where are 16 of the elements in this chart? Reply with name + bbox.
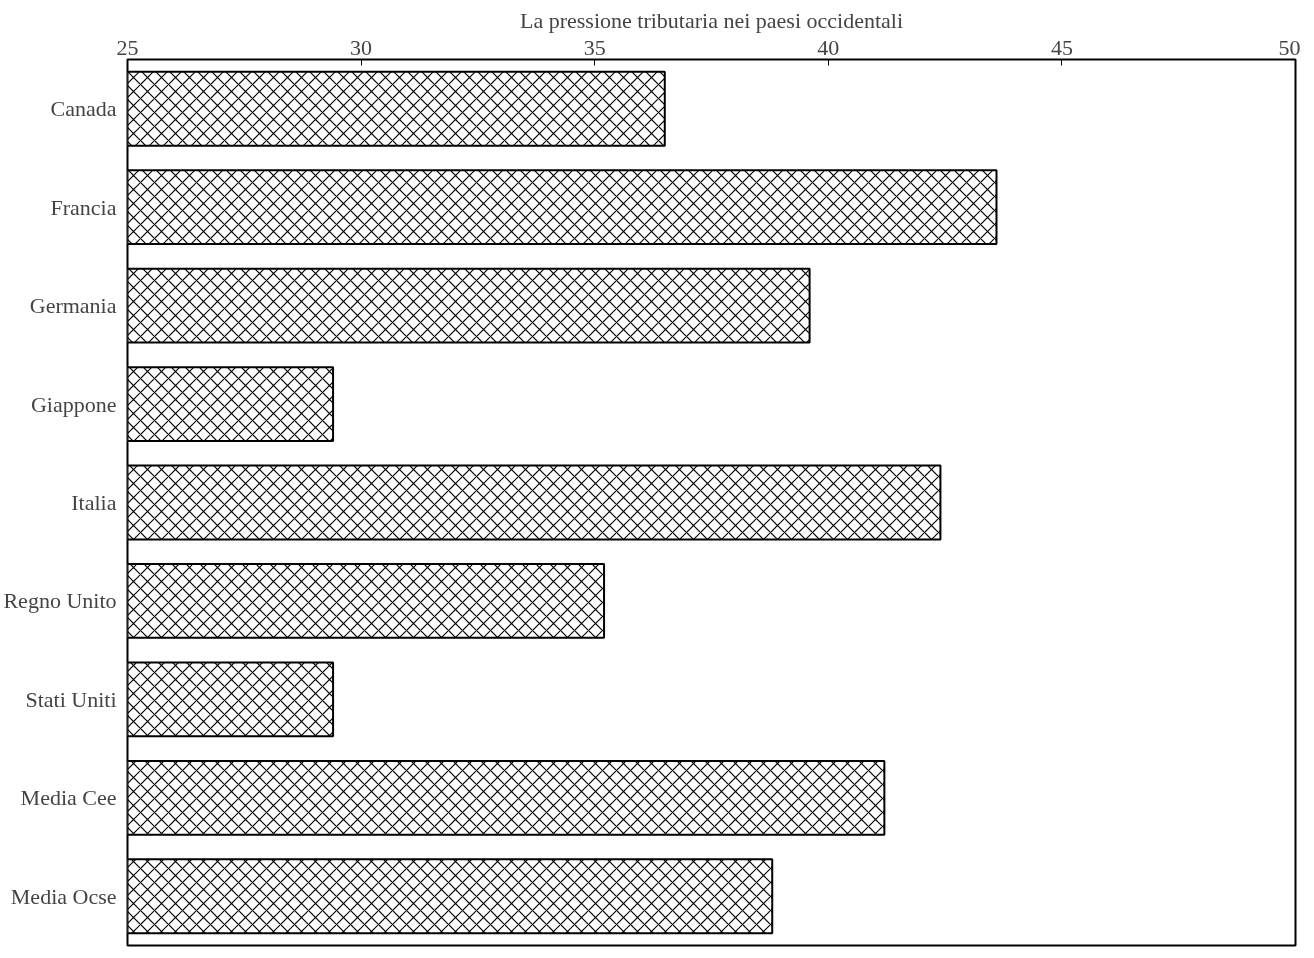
y-tick-label: Stati Uniti <box>25 686 117 712</box>
y-tick-label: Germania <box>29 293 117 319</box>
y-tick-label: Italia <box>71 490 117 515</box>
x-tick-label: 50 <box>1278 34 1301 60</box>
chart-title: La pressione tributaria nei paesi occidentali <box>519 7 904 33</box>
y-tick-label: Giappone <box>30 391 117 417</box>
x-tick-label: 40 <box>817 34 840 60</box>
y-tick-label: Media Ocse <box>10 883 117 909</box>
x-tick-label: 45 <box>1050 34 1073 60</box>
x-tick-label: 25 <box>116 34 139 60</box>
y-tick-label: Canada <box>50 96 117 122</box>
y-tick-label: Regno Unito <box>3 588 117 614</box>
y-tick-label: Francia <box>50 194 117 220</box>
x-tick-label: 35 <box>583 34 606 60</box>
y-tick-label: Media Cee <box>20 785 117 811</box>
x-tick-label: 30 <box>350 34 373 60</box>
